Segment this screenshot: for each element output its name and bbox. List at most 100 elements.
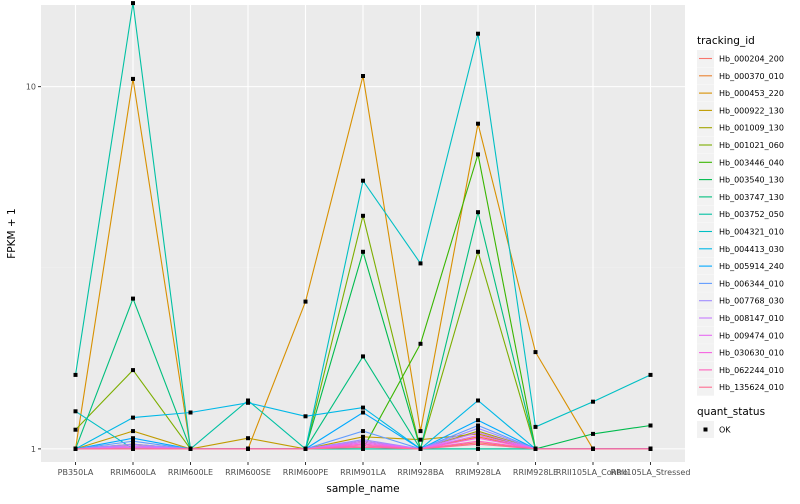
data-point xyxy=(246,446,250,451)
data-point xyxy=(648,423,653,428)
x-tick-label: RRIM600SE xyxy=(225,468,271,477)
data-point xyxy=(648,372,653,377)
data-point xyxy=(361,213,365,218)
data-point xyxy=(131,439,135,444)
data-point xyxy=(476,398,480,403)
shape-legend-marker-icon xyxy=(703,427,708,432)
data-point xyxy=(131,429,135,434)
data-point xyxy=(131,296,135,301)
data-point xyxy=(73,372,78,377)
data-point xyxy=(418,437,423,442)
y-axis-title: FPKM + 1 xyxy=(6,208,18,258)
data-point xyxy=(476,31,480,36)
x-tick-label: RRII105LA_Stressed xyxy=(611,468,691,477)
legend-label: Hb_000453_220 xyxy=(719,89,784,98)
data-point xyxy=(418,341,423,346)
data-point xyxy=(188,410,193,415)
x-tick-label: RRIM928LE xyxy=(513,468,558,477)
data-point xyxy=(418,261,423,266)
data-point xyxy=(361,445,365,450)
data-point xyxy=(361,178,365,183)
legend-label: Hb_004413_030 xyxy=(719,245,784,254)
data-point xyxy=(246,436,250,441)
data-point xyxy=(73,409,78,414)
data-point xyxy=(418,446,423,451)
legend-label: Hb_006344_010 xyxy=(719,279,784,288)
legend-label: Hb_003540_130 xyxy=(719,176,784,185)
data-point xyxy=(131,436,135,441)
legend-label: Hb_009474_010 xyxy=(719,331,784,340)
legend-label: Hb_062244_010 xyxy=(719,366,784,375)
x-tick-label: RRII105LA_Control xyxy=(556,468,630,477)
legend-label: Hb_005914_240 xyxy=(719,262,784,271)
data-point xyxy=(476,433,480,438)
y-tick-label: 1 xyxy=(31,445,36,454)
legend-label: Hb_004321_010 xyxy=(719,228,784,237)
y-tick-label: 10 xyxy=(26,83,36,92)
legend-label: Hb_000370_010 xyxy=(719,72,784,81)
data-point xyxy=(303,414,308,419)
x-tick-label: RRIM901LA xyxy=(340,468,386,477)
x-tick-label: RRIM600LE xyxy=(168,468,213,477)
data-point xyxy=(476,426,480,431)
data-point xyxy=(131,76,135,81)
data-point xyxy=(188,446,193,451)
data-point xyxy=(131,1,135,6)
x-axis-title: sample_name xyxy=(326,483,399,495)
x-tick-label: RRIM600PE xyxy=(283,468,329,477)
x-tick-label: RRIM928BA xyxy=(397,468,444,477)
data-point xyxy=(476,418,480,423)
legend-items: Hb_000204_200 Hb_000370_010 Hb_000453_220 H… xyxy=(697,50,784,396)
data-point xyxy=(361,405,365,410)
x-tick-label: RRIM928LA xyxy=(455,468,501,477)
data-point xyxy=(361,249,365,254)
x-tick-label: PB350LA xyxy=(58,468,94,477)
x-tick-label: RRIM600LA xyxy=(110,468,156,477)
data-point xyxy=(533,350,538,355)
legend-label: Hb_000204_200 xyxy=(719,55,784,64)
data-point xyxy=(361,354,365,359)
data-point xyxy=(246,398,250,403)
data-point xyxy=(591,399,595,404)
legend-label: Hb_001021_060 xyxy=(719,141,784,150)
data-point xyxy=(533,424,538,429)
data-point xyxy=(246,400,250,405)
data-point xyxy=(476,249,480,254)
data-point xyxy=(303,446,308,451)
legend-label: Hb_008147_010 xyxy=(719,314,784,323)
data-point xyxy=(418,429,423,434)
data-point xyxy=(476,210,480,215)
legend-label: Hb_003747_130 xyxy=(719,193,784,202)
shape-legend-title: quant_status xyxy=(697,406,765,418)
data-point xyxy=(591,446,595,451)
data-point xyxy=(591,431,595,436)
axes: 1 10 PB350LA RRIM600LA RRIM600LE RRIM600SE RRI… xyxy=(26,83,691,477)
data-point xyxy=(303,299,308,304)
data-point xyxy=(131,368,135,373)
legend: tracking_id Hb_000204_200Hb_000370_010Hb… xyxy=(697,35,784,438)
legend-label: Hb_003752_050 xyxy=(719,210,784,219)
data-point xyxy=(361,434,365,439)
legend-label: Hb_030630_010 xyxy=(719,349,784,358)
data-point xyxy=(131,415,135,420)
shape-legend-label: OK xyxy=(719,426,731,435)
data-point xyxy=(533,446,538,451)
legend-label: Hb_135624_010 xyxy=(719,383,784,392)
legend-label: Hb_001009_130 xyxy=(719,124,784,133)
data-point xyxy=(476,423,480,428)
legend-label: Hb_003446_040 xyxy=(719,158,784,167)
data-point xyxy=(476,442,480,447)
data-point xyxy=(476,152,480,157)
data-point xyxy=(73,446,78,451)
legend-label: Hb_007768_030 xyxy=(719,297,784,306)
data-point xyxy=(73,427,78,432)
data-point xyxy=(476,446,480,451)
data-point xyxy=(648,446,653,451)
data-points xyxy=(73,1,653,451)
data-point xyxy=(131,446,135,451)
data-point xyxy=(361,429,365,434)
data-point xyxy=(361,410,365,415)
data-point xyxy=(476,439,480,444)
data-point xyxy=(476,436,480,441)
